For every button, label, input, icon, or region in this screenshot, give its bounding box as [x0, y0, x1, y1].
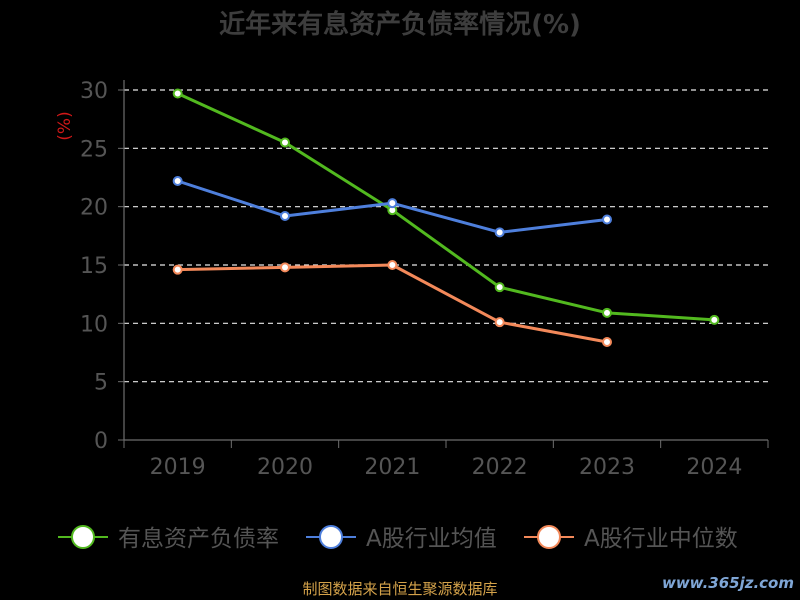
source-note: 制图数据来自恒生聚源数据库: [302, 580, 498, 598]
legend-label: A股行业中位数: [584, 526, 738, 552]
legend-label: A股行业均值: [366, 526, 497, 552]
data-point: [494, 227, 505, 238]
y-tick-label: 20: [80, 196, 108, 221]
data-point: [280, 211, 290, 221]
data-point: [172, 176, 183, 186]
data-point: [602, 337, 612, 347]
legend-marker: [71, 525, 95, 549]
data-point: [709, 314, 720, 325]
data-point: [602, 214, 612, 225]
legend-marker: [537, 525, 561, 549]
x-tick-label: 2023: [579, 455, 635, 480]
y-tick-label: 0: [94, 429, 108, 454]
x-tick-label: 2022: [472, 455, 528, 480]
data-point: [494, 282, 505, 293]
data-point: [387, 198, 398, 209]
y-axis-label: (%): [55, 111, 75, 140]
x-tick-label: 2020: [257, 455, 313, 480]
y-tick-label: 30: [80, 79, 108, 104]
series-line-0: [177, 92, 715, 322]
x-tick-label: 2019: [150, 455, 206, 480]
series-line-2: [177, 263, 608, 344]
data-point: [172, 88, 183, 99]
data-point: [280, 262, 290, 273]
watermark: www.365jz.com: [661, 574, 794, 592]
data-point: [494, 317, 505, 328]
y-tick-label: 15: [80, 254, 108, 279]
data-point: [602, 307, 612, 318]
legend-label: 有息资产负债率: [118, 526, 279, 552]
y-tick-label: 10: [80, 312, 108, 337]
x-tick-label: 2024: [686, 455, 742, 480]
data-point: [280, 137, 290, 148]
x-tick-label: 2021: [364, 455, 420, 480]
y-tick-label: 5: [94, 371, 108, 396]
data-point: [387, 260, 398, 270]
data-point: [172, 264, 183, 275]
chart-title: 近年来有息资产负债率情况(%): [219, 10, 581, 40]
legend-marker: [319, 525, 343, 549]
y-tick-label: 25: [80, 137, 108, 162]
